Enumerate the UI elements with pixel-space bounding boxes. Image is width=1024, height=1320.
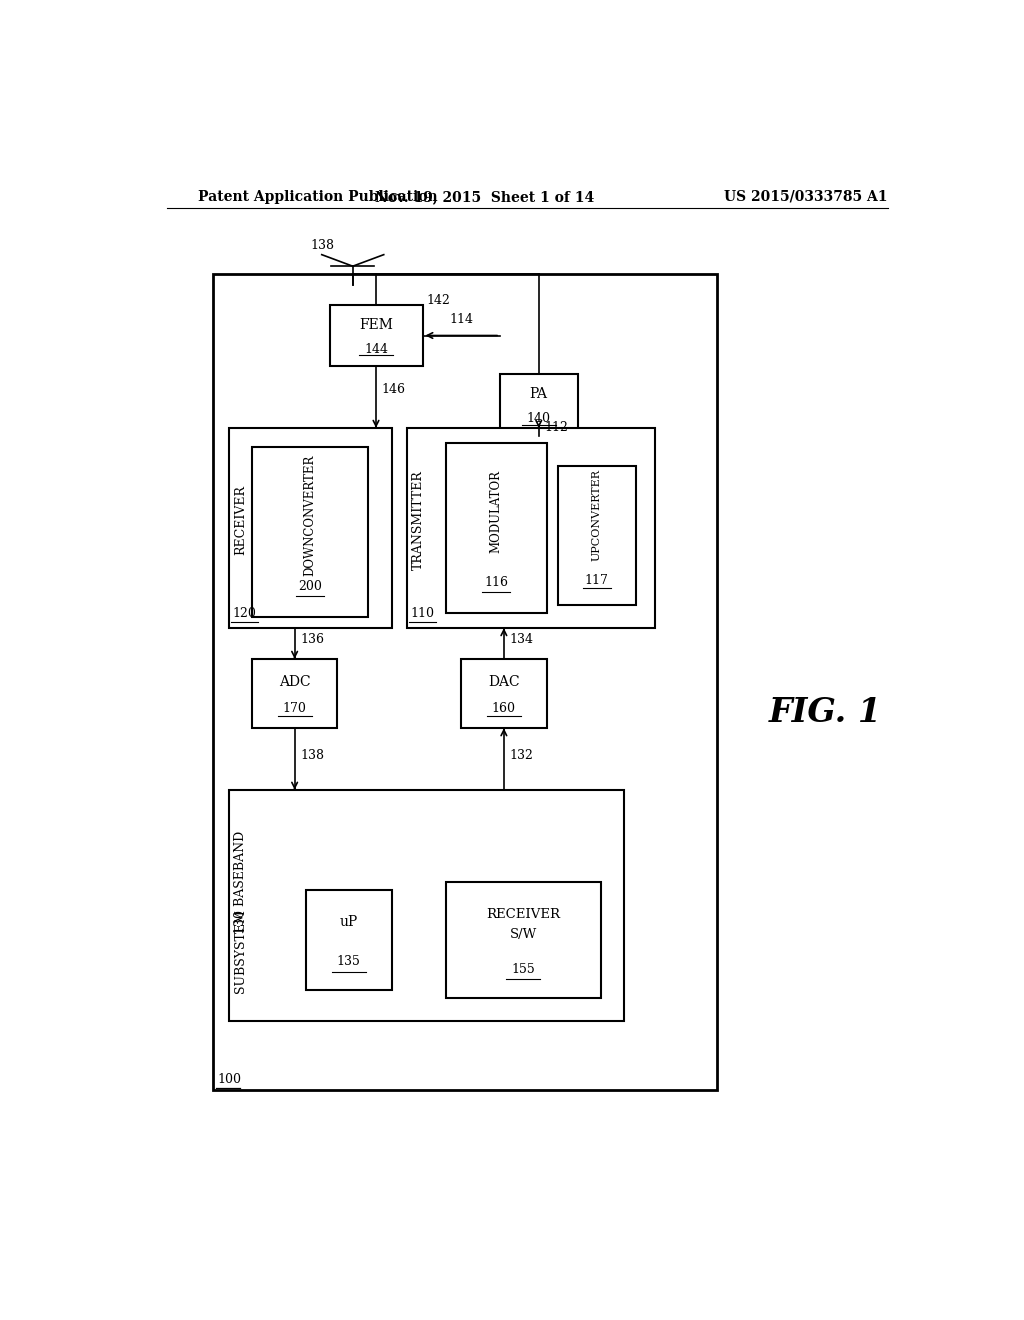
Text: MODULATOR: MODULATOR xyxy=(489,470,503,553)
Text: 100: 100 xyxy=(217,1073,241,1086)
Text: 120: 120 xyxy=(232,607,256,620)
Bar xyxy=(407,428,655,628)
Text: 132: 132 xyxy=(509,748,534,762)
Text: 140: 140 xyxy=(526,412,551,425)
Text: TRANSMITTER: TRANSMITTER xyxy=(412,470,425,570)
Bar xyxy=(252,447,369,616)
Text: 146: 146 xyxy=(381,383,406,396)
Text: ADC: ADC xyxy=(279,675,310,689)
Text: 130 BASEBAND: 130 BASEBAND xyxy=(233,830,247,933)
Text: 134: 134 xyxy=(509,634,534,647)
Text: US 2015/0333785 A1: US 2015/0333785 A1 xyxy=(724,190,888,203)
Text: 138: 138 xyxy=(300,748,324,762)
Text: RECEIVER: RECEIVER xyxy=(233,486,247,556)
Bar xyxy=(445,882,601,998)
Text: 117: 117 xyxy=(585,574,609,586)
Text: 110: 110 xyxy=(411,607,435,620)
Text: RECEIVER: RECEIVER xyxy=(486,908,560,921)
Bar xyxy=(306,890,391,990)
Text: FEM: FEM xyxy=(359,318,393,333)
Text: 138: 138 xyxy=(310,239,334,252)
Text: DAC: DAC xyxy=(488,675,520,689)
Bar xyxy=(213,275,717,1090)
Text: uP: uP xyxy=(340,915,358,929)
Text: 200: 200 xyxy=(298,579,323,593)
Text: UPCONVERTER: UPCONVERTER xyxy=(592,469,602,561)
Text: 142: 142 xyxy=(426,294,451,308)
Text: 155: 155 xyxy=(511,964,536,977)
Text: Patent Application Publication: Patent Application Publication xyxy=(198,190,437,203)
Bar xyxy=(228,428,391,628)
Text: 144: 144 xyxy=(364,343,388,355)
Text: PA: PA xyxy=(529,387,548,401)
Text: S/W: S/W xyxy=(510,928,537,941)
Bar xyxy=(228,789,624,1020)
Bar xyxy=(445,444,547,612)
Text: Nov. 19, 2015  Sheet 1 of 14: Nov. 19, 2015 Sheet 1 of 14 xyxy=(375,190,594,203)
Text: 112: 112 xyxy=(544,421,568,434)
Bar xyxy=(558,466,636,605)
Text: 170: 170 xyxy=(283,702,306,715)
Text: DOWNCONVERTER: DOWNCONVERTER xyxy=(304,454,316,576)
Text: 135: 135 xyxy=(337,956,360,969)
Text: 114: 114 xyxy=(450,313,473,326)
Text: 160: 160 xyxy=(492,702,516,715)
Bar xyxy=(252,659,337,729)
Text: SUBSYSTEM: SUBSYSTEM xyxy=(233,909,247,994)
Text: 116: 116 xyxy=(484,576,508,589)
Text: FIG. 1: FIG. 1 xyxy=(769,697,882,730)
Bar xyxy=(461,659,547,729)
Text: 136: 136 xyxy=(300,634,324,647)
Bar xyxy=(500,374,578,436)
Bar xyxy=(330,305,423,367)
